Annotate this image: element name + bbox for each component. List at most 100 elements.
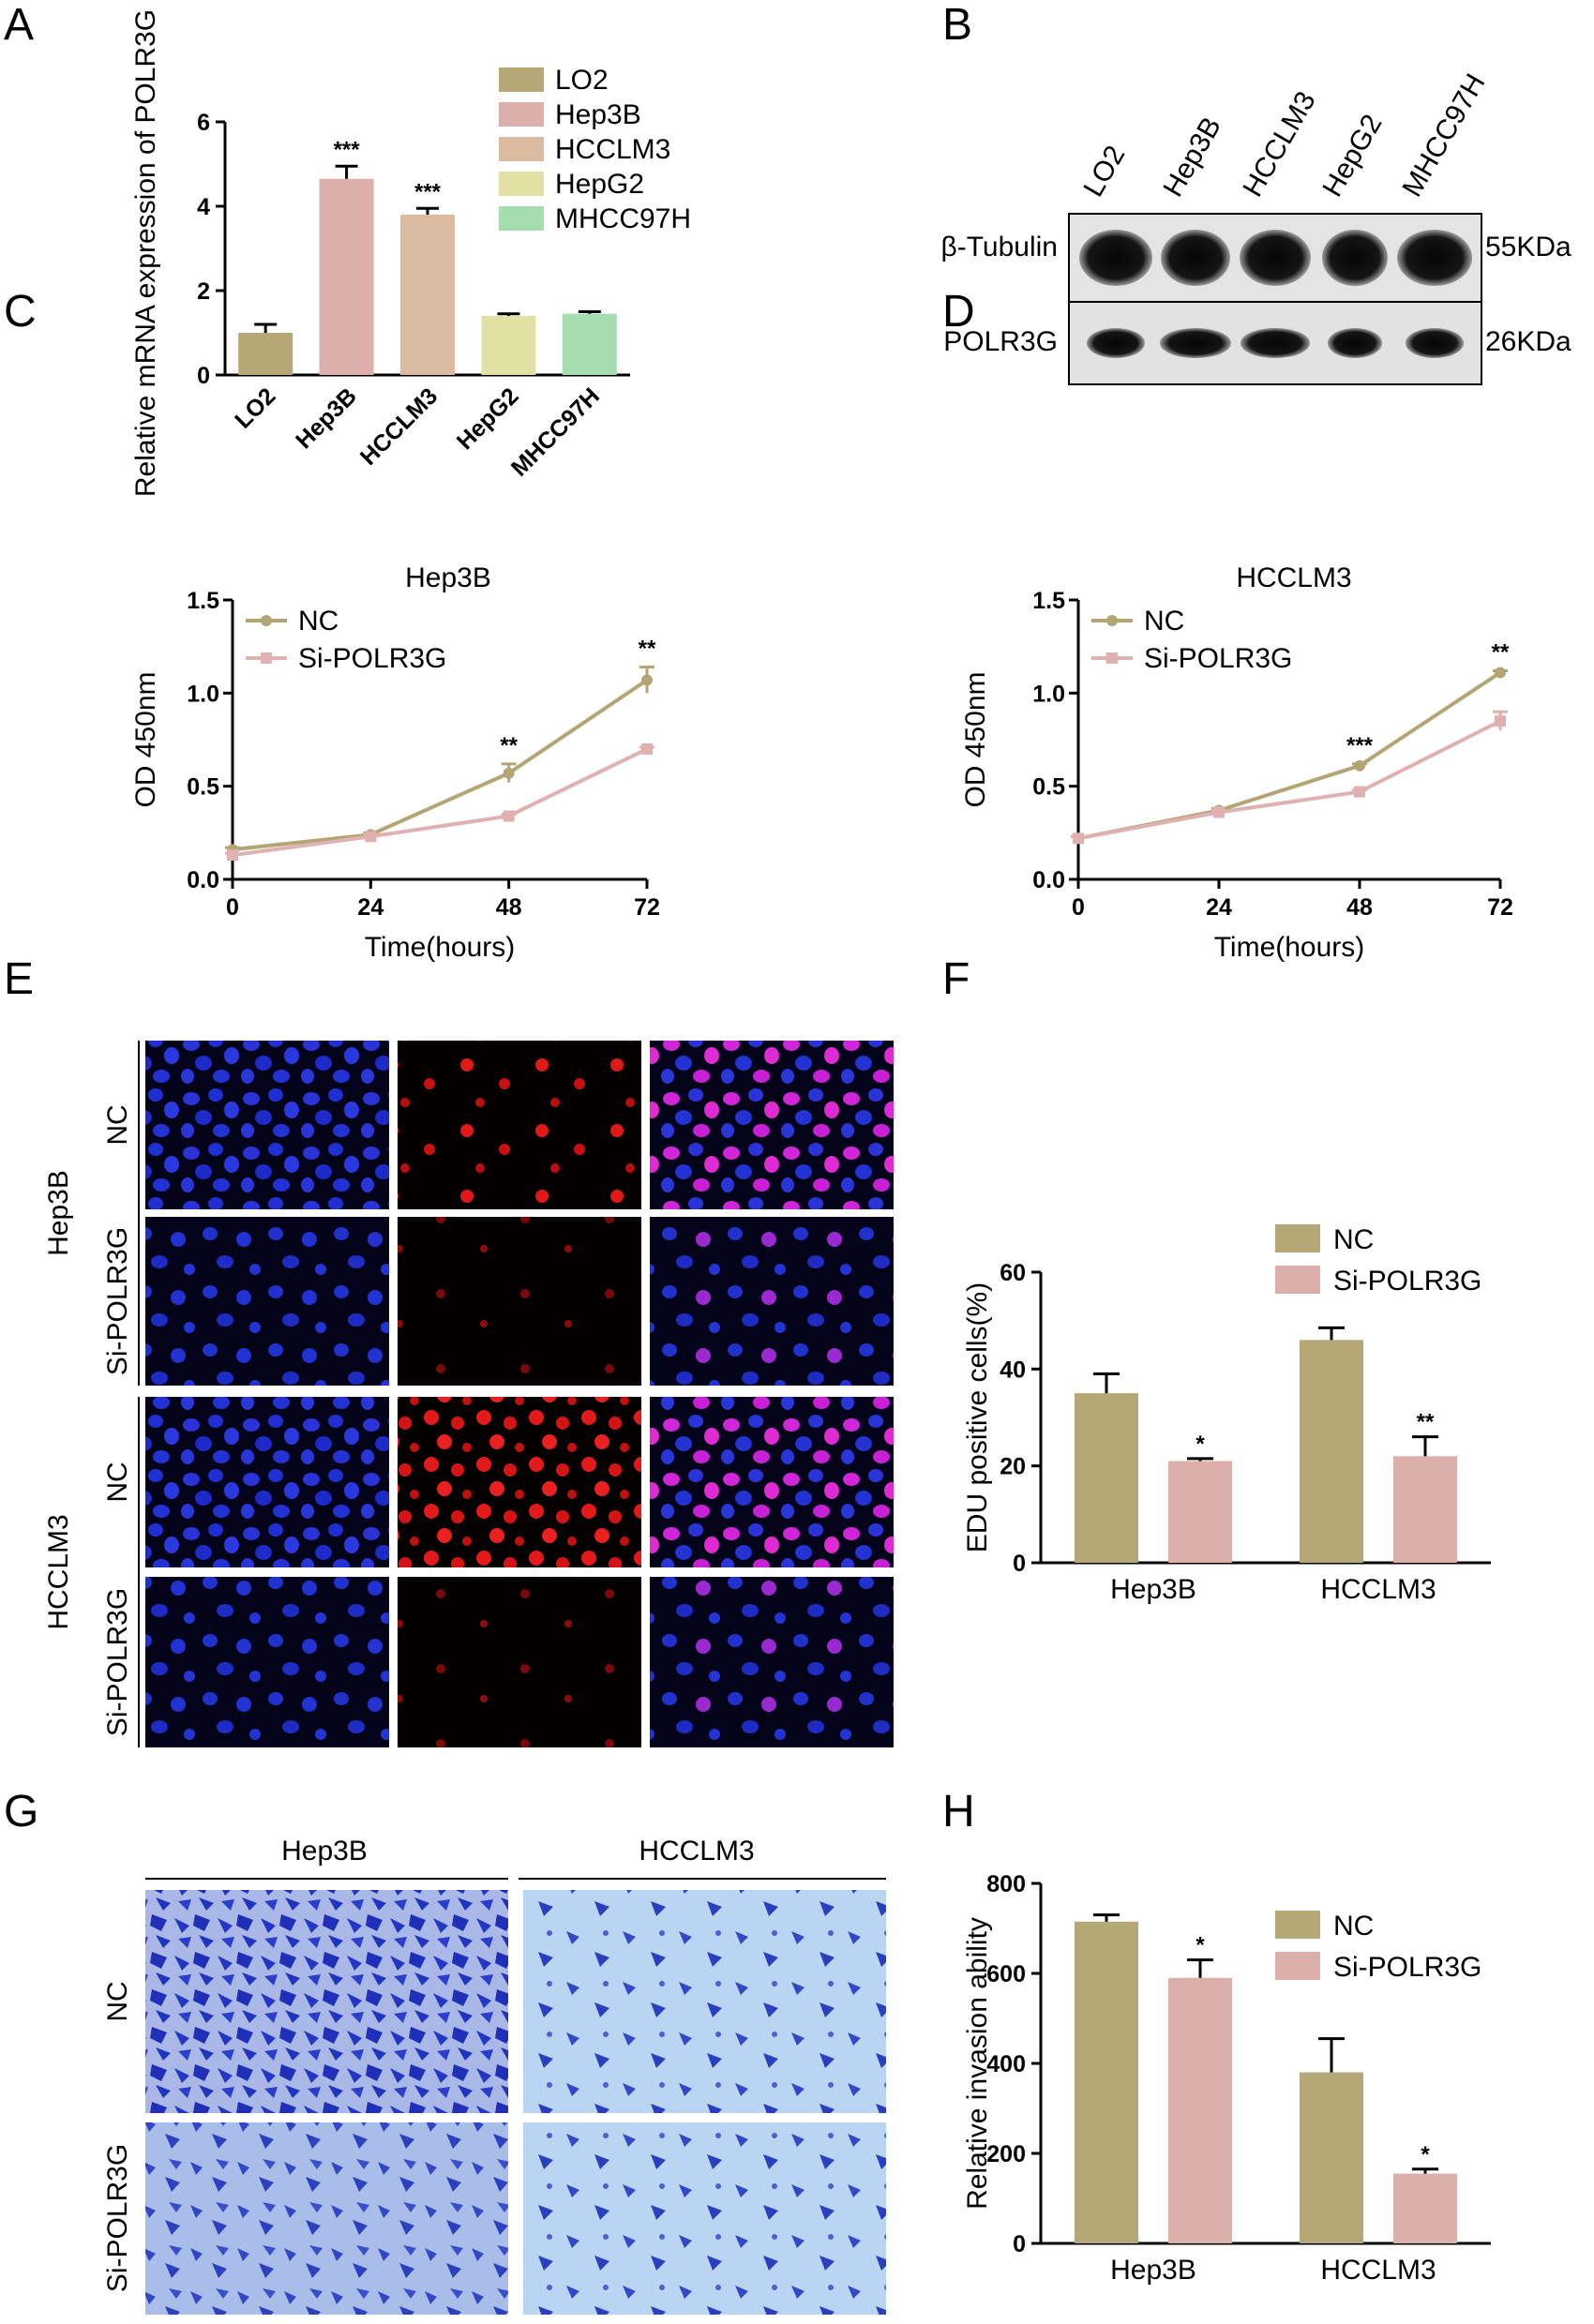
chart-a-x-tick-label: HepG2 — [452, 382, 524, 455]
chart-d-legend-marker — [1106, 615, 1118, 626]
chart-d-point-si — [1073, 832, 1084, 845]
chart-a-y-tick-label: 0 — [197, 363, 210, 389]
chart-d-legend-marker — [1106, 652, 1118, 664]
edu-row-label-1: NC — [102, 1104, 133, 1145]
chart-f-bar — [1168, 1461, 1232, 1563]
chart-d-series-line — [1077, 719, 1501, 841]
chart-f-bar — [1075, 1393, 1138, 1563]
wb-row-label-polr3g: POLR3G — [943, 326, 1058, 357]
chart-d-y-tick-label: 1.0 — [1032, 681, 1065, 707]
edu-hcclm3-si-dapi — [145, 1577, 389, 1747]
chart-a-legend-swatch — [499, 172, 544, 196]
chart-d-x-tick-label: 72 — [1487, 894, 1513, 921]
chart-d-y-tick-label: 0.0 — [1032, 867, 1065, 893]
wb-band-tubulin — [1397, 230, 1472, 286]
wb-band-polr3g — [1160, 328, 1231, 358]
chart-f-x-tick-label: Hep3B — [1110, 1574, 1196, 1605]
chart-c-legend-label: NC — [298, 606, 338, 637]
chart-h-x-tick-label: HCCLM3 — [1320, 2255, 1436, 2286]
chart-f-y-axis-label: EDU positive cells(%) — [962, 1282, 993, 1552]
chart-a-legend-label: MHCC97H — [555, 203, 691, 234]
chart-c-point-si — [641, 742, 653, 755]
chart-d-point-si — [1213, 806, 1225, 818]
panel-letters: A B C D E F G H — [4, 0, 975, 1837]
chart-d-y-tick-label: 0.5 — [1032, 774, 1065, 801]
chart-a-significance: *** — [334, 137, 361, 162]
chart-d-cck8-hcclm3: 0.0 0.5 1.0 1.5 0 24 48 72 Time(hours) OD 450nm HC… — [960, 562, 1513, 963]
chart-h-y-tick-label: 200 — [986, 2141, 1026, 2167]
chart-h-bar — [1168, 1977, 1232, 2243]
wb-band-polr3g — [1241, 328, 1310, 358]
panel-letter-c: C — [4, 287, 37, 337]
transwell-row-label-si: Si-POLR3G — [102, 2144, 133, 2292]
edu-image-grid: NC Si-POLR3G NC Si-POLR3G Hep3B HCCLM3 — [43, 1041, 894, 1747]
transwell-row-label-nc: NC — [102, 1981, 133, 2021]
chart-f-legend-label: Si-POLR3G — [1333, 1266, 1481, 1297]
chart-a-legend-label: HepG2 — [555, 169, 644, 200]
chart-d-point-si — [1495, 715, 1506, 727]
chart-a-legend-swatch — [499, 206, 544, 231]
chart-c-series-line — [232, 747, 648, 858]
chart-d-title: HCCLM3 — [1236, 562, 1351, 593]
chart-c-point-nc — [503, 767, 515, 779]
wb-band-tubulin — [1240, 230, 1311, 286]
chart-d-x-tick-label: 0 — [1072, 894, 1085, 921]
wb-band-tubulin — [1322, 230, 1388, 286]
chart-h-y-tick-label: 0 — [1013, 2231, 1026, 2257]
chart-c-y-axis-label: OD 450nm — [130, 671, 161, 807]
panel-letter-b: B — [942, 0, 972, 50]
chart-f-significance: * — [1196, 1432, 1205, 1457]
chart-a-y-axis-label: Relative mRNA expression of POLR3G — [130, 9, 161, 497]
chart-c-point-si — [365, 831, 377, 843]
edu-hcclm3-nc-dapi — [145, 1397, 389, 1567]
chart-a-x-tick-label: Hep3B — [291, 382, 362, 454]
chart-a-legend-label: LO2 — [555, 65, 609, 96]
chart-d-x-tick-label: 24 — [1206, 894, 1232, 921]
chart-h-y-tick-label: 400 — [986, 2051, 1026, 2077]
wb-band-tubulin — [1161, 230, 1230, 286]
chart-c-legend-marker — [261, 615, 272, 626]
chart-c-title: Hep3B — [405, 562, 491, 593]
chart-a-bar — [400, 215, 455, 375]
transwell-hep3b-nc — [145, 1890, 508, 2113]
chart-f-y-tick-label: 60 — [1000, 1260, 1026, 1286]
chart-f-y-tick-label: 40 — [1000, 1357, 1026, 1383]
transwell-hep3b-si — [145, 2122, 508, 2315]
chart-d-point-nc — [1354, 759, 1365, 772]
chart-c-cck8-hep3b: 0.0 0.5 1.0 1.5 0 24 48 72 Time(hours) OD 450nm He… — [130, 562, 660, 963]
chart-d-legend-label: Si-POLR3G — [1144, 643, 1292, 674]
chart-c-significance: ** — [500, 733, 518, 758]
transwell-hcclm3-nc — [523, 1890, 886, 2113]
chart-a-legend-label: Hep3B — [555, 99, 641, 130]
chart-d-legend-label: NC — [1144, 606, 1184, 637]
edu-group-label-hep3b: Hep3B — [43, 1170, 74, 1256]
edu-row-label-4: Si-POLR3G — [102, 1588, 133, 1736]
wb-lane-label: Hep3B — [1157, 112, 1226, 202]
panel-letter-g: G — [4, 1787, 38, 1837]
chart-c-legend-marker — [261, 652, 272, 664]
wb-band-polr3g — [1328, 328, 1382, 358]
chart-h-significance: * — [1196, 1933, 1205, 1958]
transwell-column-label-hep3b: Hep3B — [281, 1836, 368, 1867]
chart-c-point-nc — [641, 674, 653, 686]
chart-c-legend-label: Si-POLR3G — [298, 643, 446, 674]
wb-band-polr3g — [1406, 328, 1464, 358]
edu-hep3b-nc-merge — [650, 1041, 894, 1209]
wb-lane-label: MHCC97H — [1396, 68, 1491, 202]
chart-c-point-si — [227, 849, 238, 862]
edu-row-label-3: NC — [102, 1462, 133, 1502]
chart-a-bar — [481, 316, 536, 375]
chart-a-legend-swatch — [499, 137, 544, 161]
chart-c-y-tick-label: 0.5 — [187, 774, 219, 801]
chart-c-series-line — [232, 678, 649, 852]
chart-d-series-line — [1077, 670, 1502, 841]
chart-h-bar — [1075, 1921, 1138, 2243]
chart-h-legend-label: NC — [1333, 1911, 1374, 1942]
chart-c-y-tick-label: 1.0 — [187, 681, 219, 707]
panel-letter-h: H — [942, 1787, 975, 1837]
chart-a-y-tick-label: 6 — [197, 110, 210, 136]
edu-hcclm3-nc-edu — [398, 1397, 641, 1567]
chart-f-legend-swatch — [1275, 1266, 1320, 1294]
